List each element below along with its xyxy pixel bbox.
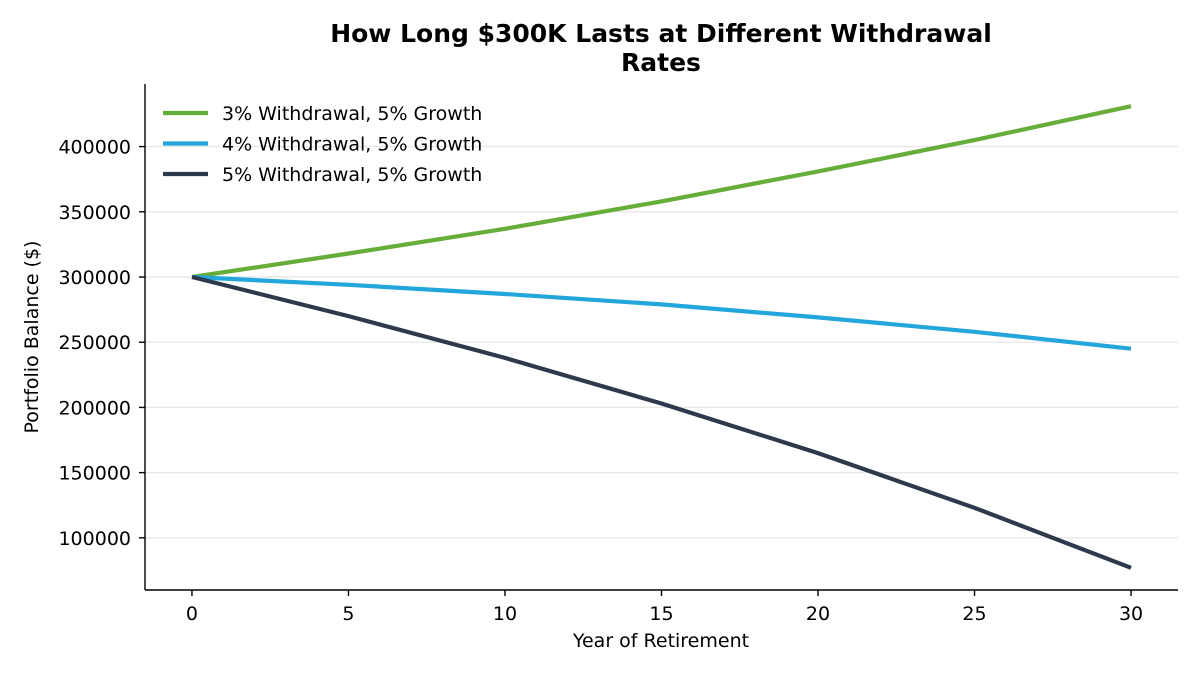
- legend: 3% Withdrawal, 5% Growth 4% Withdrawal, 5…: [163, 103, 482, 186]
- x-tick-label: 30: [1119, 603, 1143, 625]
- y-tick-label: 100000: [58, 528, 131, 550]
- series-line-5-percent-withdrawal: [191, 274, 1132, 570]
- y-tick-label: 400000: [58, 137, 131, 159]
- x-tick-label: 20: [806, 603, 830, 625]
- chart-title-line-2: Rates: [621, 48, 701, 77]
- legend-label: 3% Withdrawal, 5% Growth: [222, 103, 482, 125]
- x-tick-label: 5: [342, 603, 354, 625]
- y-tick-label: 350000: [58, 202, 131, 224]
- chart-title: How Long $300K Lasts at Different Withdr…: [330, 19, 992, 77]
- y-tick-label: 250000: [58, 332, 131, 354]
- y-tick-label: 150000: [58, 463, 131, 485]
- legend-label: 4% Withdrawal, 5% Growth: [222, 134, 482, 156]
- grid-lines: [145, 145, 1178, 539]
- chart-title-line-1: How Long $300K Lasts at Different Withdr…: [330, 19, 992, 48]
- x-tick-label: 10: [493, 603, 517, 625]
- x-tick-label: 0: [186, 603, 198, 625]
- y-ticks: 100000 150000 200000 250000 300000 350000 4000…: [58, 137, 145, 550]
- series-lines: [191, 104, 1132, 570]
- y-tick-label: 300000: [58, 267, 131, 289]
- x-tick-label: 25: [962, 603, 986, 625]
- y-tick-label: 200000: [58, 397, 131, 419]
- x-axis-label: Year of Retirement: [572, 630, 749, 652]
- legend-label: 5% Withdrawal, 5% Growth: [222, 164, 482, 186]
- y-axis-label: Portfolio Balance ($): [21, 241, 43, 434]
- series-line-4-percent-withdrawal: [191, 274, 1132, 351]
- x-ticks: 0 5 10 15 20 25 30: [186, 590, 1143, 625]
- x-tick-label: 15: [649, 603, 673, 625]
- series-line-3-percent-withdrawal: [191, 104, 1132, 280]
